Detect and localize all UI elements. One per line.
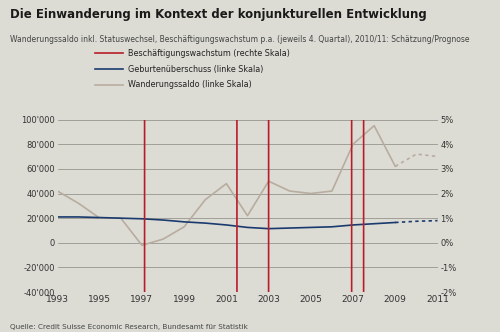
Text: Wanderungssaldo inkl. Statuswechsel, Beschäftigungswachstum p.a. (jeweils 4. Qua: Wanderungssaldo inkl. Statuswechsel, Bes…: [10, 35, 469, 44]
Text: Quelle: Credit Suisse Economic Research, Bundesamt für Statistik: Quelle: Credit Suisse Economic Research,…: [10, 324, 248, 330]
Text: Die Einwanderung im Kontext der konjunkturellen Entwicklung: Die Einwanderung im Kontext der konjunkt…: [10, 8, 427, 21]
Text: Wanderungssaldo (linke Skala): Wanderungssaldo (linke Skala): [128, 80, 252, 90]
Text: Geburtenüberschuss (linke Skala): Geburtenüberschuss (linke Skala): [128, 64, 264, 74]
Text: Beschäftigungswachstum (rechte Skala): Beschäftigungswachstum (rechte Skala): [128, 48, 290, 58]
